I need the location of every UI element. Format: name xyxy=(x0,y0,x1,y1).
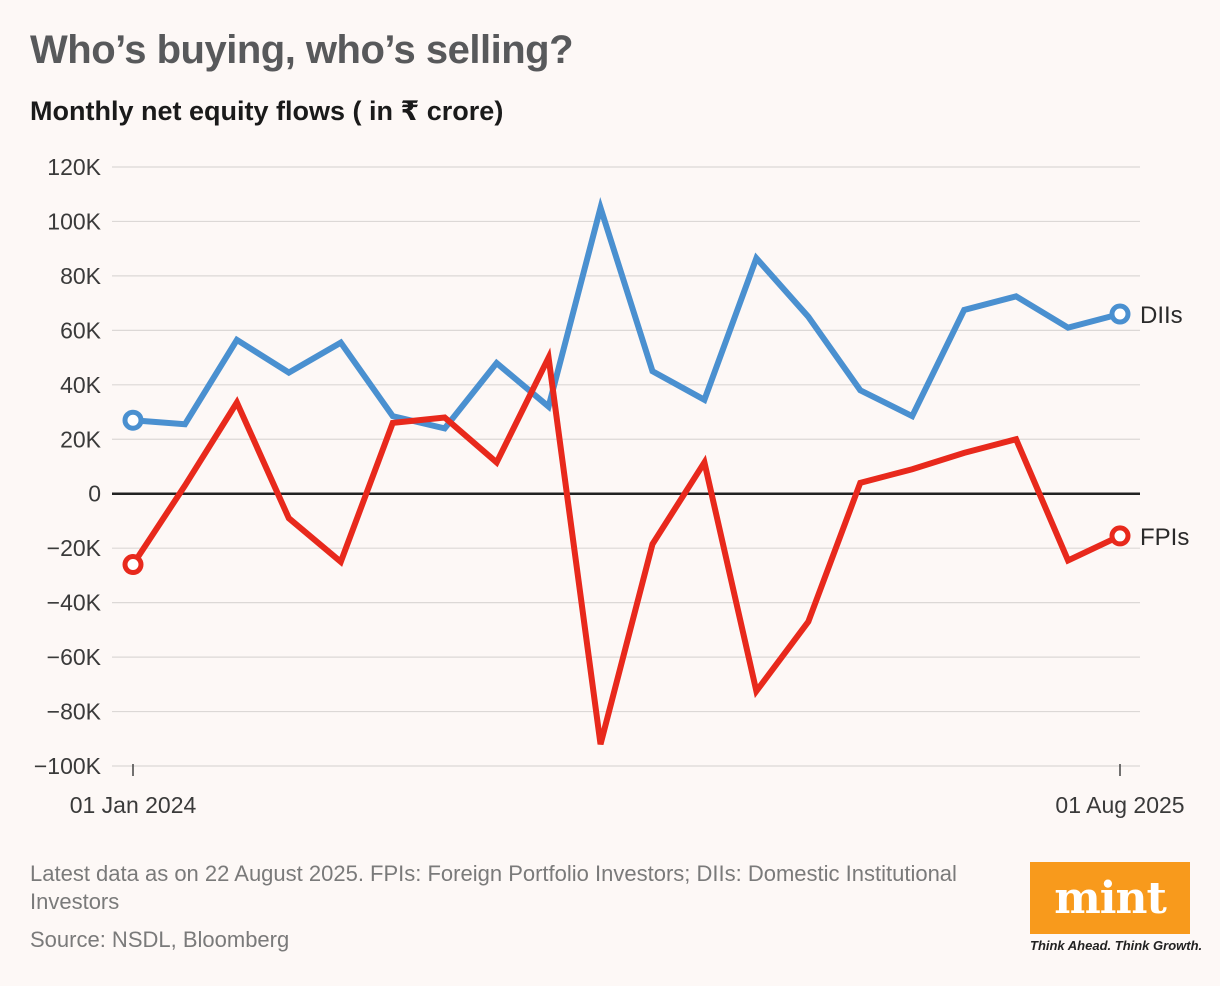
series-label-diis: DIIs xyxy=(1140,302,1183,329)
y-tick-label: 60K xyxy=(60,317,102,343)
series-endpoint-fpis xyxy=(1109,525,1131,547)
footnote: Latest data as on 22 August 2025. FPIs: … xyxy=(30,861,957,914)
y-tick-label: 0 xyxy=(88,481,101,507)
y-tick-label: 100K xyxy=(47,208,101,234)
series-endpoint-fpis xyxy=(122,554,144,576)
series-endpoint-diis xyxy=(1109,303,1131,325)
y-tick-label: −60K xyxy=(47,644,102,670)
series-line-fpis xyxy=(130,347,1122,745)
series-line-diis xyxy=(132,197,1121,432)
y-tick-label: −100K xyxy=(34,753,102,779)
series-endpoint-diis xyxy=(122,409,144,431)
source-note: Source: NSDL, Bloomberg xyxy=(30,927,290,952)
logo-tagline: Think Ahead. Think Growth. xyxy=(1030,938,1203,953)
y-tick-label: −20K xyxy=(47,535,102,561)
chart-subtitle: Monthly net equity flows ( in ₹ crore) xyxy=(30,96,504,126)
y-tick-label: −40K xyxy=(47,590,102,616)
mint-logo: mint xyxy=(1030,862,1190,934)
y-tick-label: 80K xyxy=(60,263,102,289)
series-label-fpis: FPIs xyxy=(1140,524,1189,551)
y-tick-label: 40K xyxy=(60,372,102,398)
y-tick-label: 20K xyxy=(60,426,102,452)
logo-text: mint xyxy=(1054,872,1167,924)
x-tick-label: 01 Jan 2024 xyxy=(70,792,197,818)
chart-title: Who’s buying, who’s selling? xyxy=(30,28,574,72)
y-tick-label: 120K xyxy=(47,154,101,180)
line-chart: 120K 100K 80K 60K 40K 20K 0 −20K −40K −60K −80K −10… xyxy=(34,154,1190,818)
y-tick-label: −80K xyxy=(47,699,102,725)
x-tick-label: 01 Aug 2025 xyxy=(1055,792,1184,818)
